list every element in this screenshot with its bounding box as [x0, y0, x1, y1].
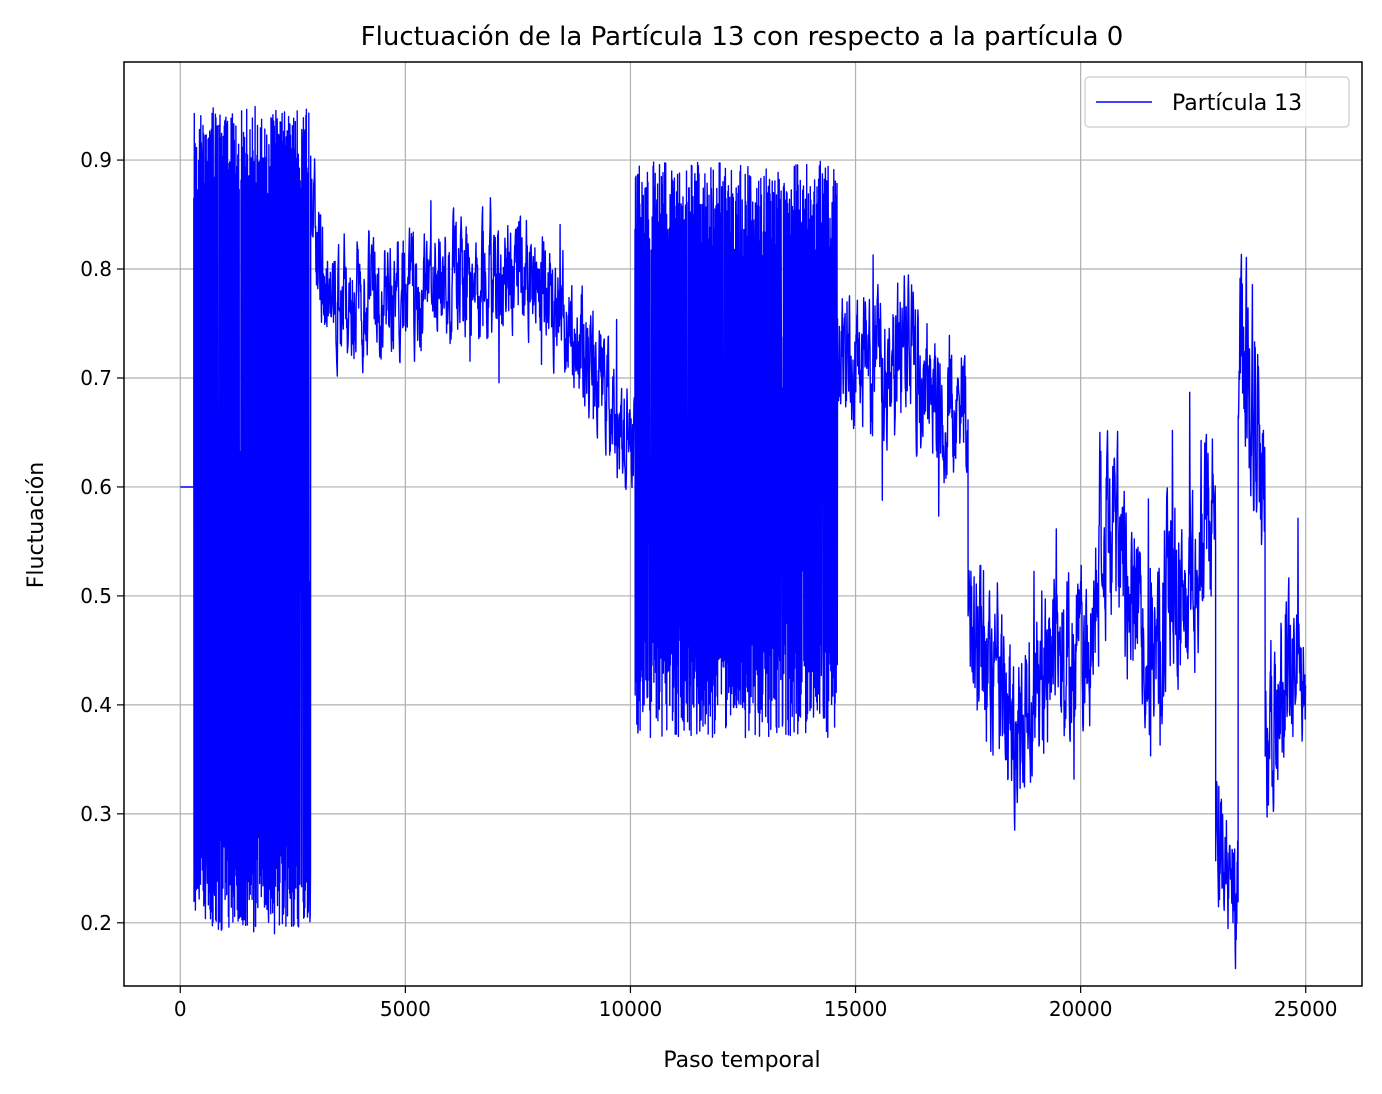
- x-tick-label: 20000: [1049, 997, 1113, 1021]
- plot-frame: [123, 61, 1363, 987]
- x-tick-label: 10000: [599, 997, 663, 1021]
- legend-label: Partícula 13: [1172, 91, 1302, 116]
- y-tick-label: 0.3: [80, 802, 112, 826]
- x-tick-label: 5000: [380, 997, 431, 1021]
- y-axis-label: Fluctuación: [24, 462, 49, 588]
- series-line-particula-13: [180, 105, 1307, 970]
- x-tick-label: 0: [174, 997, 187, 1021]
- chart-title: Fluctuación de la Partícula 13 con respe…: [361, 22, 1124, 52]
- y-tick-label: 0.7: [80, 366, 112, 390]
- x-axis-label: Paso temporal: [663, 1048, 820, 1073]
- legend: Partícula 13: [1084, 76, 1350, 128]
- y-tick-label: 0.9: [80, 148, 112, 172]
- legend-box: [1084, 76, 1350, 128]
- y-axis-ticks: 0.2 0.3 0.4 0.5 0.6 0.7 0.8 0.9: [80, 148, 124, 935]
- y-tick-label: 0.8: [80, 257, 112, 281]
- y-tick-label: 0.2: [80, 911, 112, 935]
- x-tick-label: 25000: [1274, 997, 1338, 1021]
- series-layer: [180, 105, 1307, 970]
- x-tick-label: 15000: [824, 997, 888, 1021]
- x-axis-ticks: 0 5000 10000 15000 20000 25000: [174, 986, 1338, 1021]
- y-tick-label: 0.6: [80, 475, 112, 499]
- y-tick-label: 0.5: [80, 584, 112, 608]
- y-tick-label: 0.4: [80, 693, 112, 717]
